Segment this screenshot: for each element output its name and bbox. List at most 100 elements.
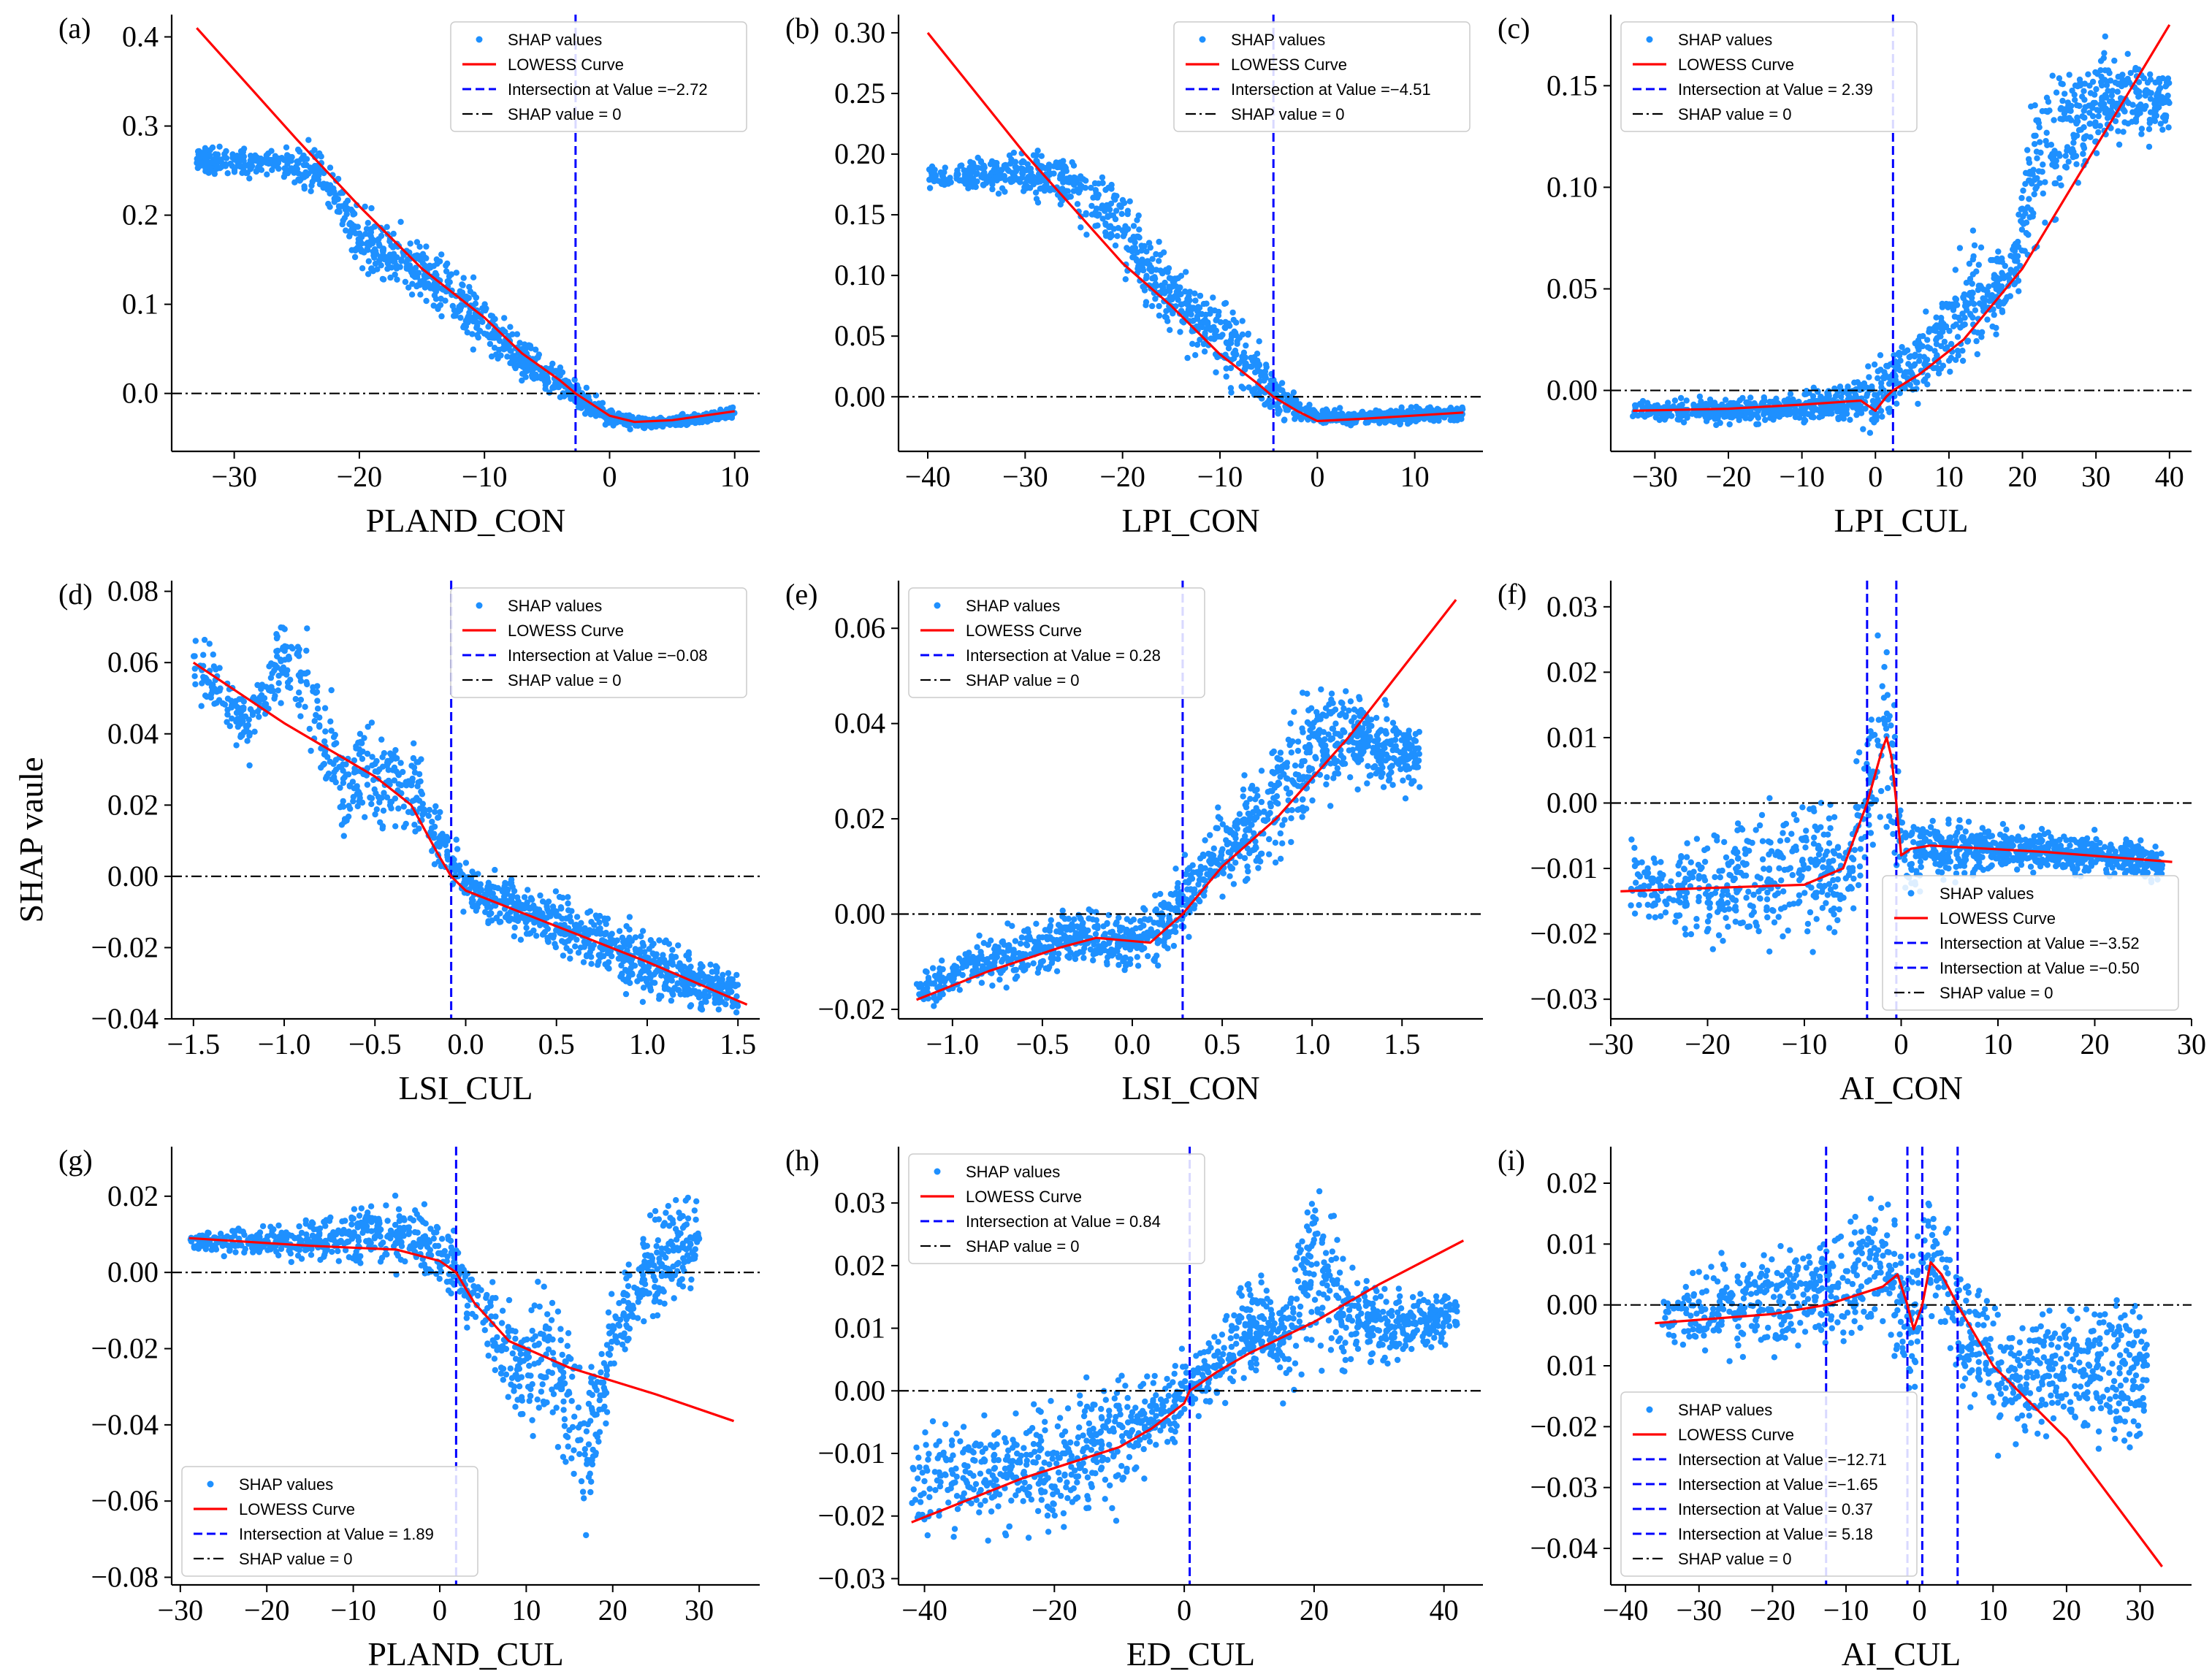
shap-point (568, 395, 574, 402)
x-axis-title: PLAND_CON (366, 502, 565, 539)
shap-point (1904, 347, 1911, 353)
shap-point (283, 144, 290, 150)
shap-point (322, 728, 329, 735)
shap-point (675, 942, 682, 949)
shap-point (1652, 402, 1658, 409)
shap-point (350, 798, 356, 805)
shap-point (310, 684, 316, 691)
shap-point (469, 331, 476, 337)
shap-point (444, 848, 451, 855)
shap-point (1007, 160, 1014, 167)
shap-point (1969, 256, 1976, 263)
x-tick-label: −10 (1779, 460, 1825, 493)
shap-point (2039, 169, 2045, 175)
shap-point (609, 953, 615, 960)
shap-point (305, 137, 312, 143)
shap-point (328, 687, 335, 694)
shap-point (1808, 413, 1815, 420)
shap-point (1148, 264, 1155, 271)
shap-point (1178, 301, 1186, 307)
shap-point (552, 888, 560, 895)
shap-point (1026, 185, 1034, 191)
shap-point (451, 307, 458, 313)
shap-point (427, 262, 433, 269)
shap-point (965, 185, 972, 191)
x-tick-label: −20 (337, 460, 383, 493)
shap-point (2066, 72, 2072, 78)
shap-point (422, 281, 428, 288)
shap-point (2022, 169, 2029, 176)
shap-point (1157, 251, 1164, 259)
x-tick-label: −10 (1197, 460, 1243, 493)
shap-point (1082, 185, 1089, 191)
shap-point (1980, 301, 1987, 307)
shap-point (544, 925, 552, 933)
shap-point (310, 176, 318, 183)
shap-point (348, 221, 355, 228)
scatter-points (1630, 33, 2173, 436)
shap-point (395, 781, 402, 787)
shap-point (606, 417, 613, 424)
shap-point (1199, 324, 1205, 331)
shap-point (1911, 353, 1918, 360)
shap-point (1856, 381, 1864, 389)
shap-point (392, 823, 399, 830)
shap-point (397, 218, 404, 225)
shap-point (1033, 152, 1040, 158)
shap-point (407, 240, 413, 247)
shap-point (1224, 340, 1230, 347)
shap-point (391, 777, 398, 784)
shap-point (980, 182, 987, 188)
shap-point (2086, 121, 2093, 127)
shap-point (416, 243, 423, 250)
shap-point (325, 771, 332, 777)
y-tick-label: 0.10 (1547, 170, 1598, 203)
shap-point (1088, 202, 1095, 210)
shap-point (318, 153, 324, 160)
shap-point (1105, 213, 1111, 221)
shap-point (403, 265, 410, 272)
shap-point (278, 700, 284, 706)
shap-point (462, 881, 469, 888)
shap-point (2153, 112, 2160, 119)
shap-point (1223, 365, 1229, 372)
shap-point (507, 324, 514, 330)
shap-point (432, 270, 439, 277)
shap-point (467, 288, 474, 295)
shap-point (2024, 147, 2031, 153)
x-tick-label: 20 (2008, 460, 2037, 493)
shap-point (1879, 413, 1885, 420)
shap-point (253, 157, 260, 164)
x-tick-label: 0.0 (448, 1028, 484, 1060)
shap-point (340, 779, 347, 787)
shap-point (1191, 290, 1198, 297)
shap-point (2119, 72, 2126, 78)
shap-point (577, 401, 584, 408)
shap-point (409, 272, 416, 279)
shap-point (258, 686, 264, 692)
shap-point (415, 779, 422, 786)
shap-point (436, 844, 443, 850)
shap-point (273, 648, 280, 654)
legend-label: LOWESS Curve (508, 622, 624, 640)
shap-point (339, 221, 346, 228)
shap-point (327, 718, 334, 725)
shap-point (340, 798, 346, 805)
shap-point (2040, 190, 2046, 197)
shap-point (1200, 340, 1208, 348)
shap-point (999, 185, 1006, 191)
shap-point (469, 868, 476, 875)
shap-point (560, 895, 566, 901)
shap-point (206, 641, 213, 647)
shap-point (1130, 223, 1137, 229)
shap-point (2108, 107, 2114, 114)
shap-point (539, 931, 546, 938)
shap-point (2040, 161, 2046, 168)
shap-point (363, 226, 370, 232)
shap-point (296, 689, 302, 696)
shap-point (1218, 333, 1224, 340)
shap-point (1923, 308, 1929, 315)
shap-point (357, 738, 364, 746)
shap-point (2119, 77, 2126, 83)
shap-point (1019, 170, 1026, 177)
